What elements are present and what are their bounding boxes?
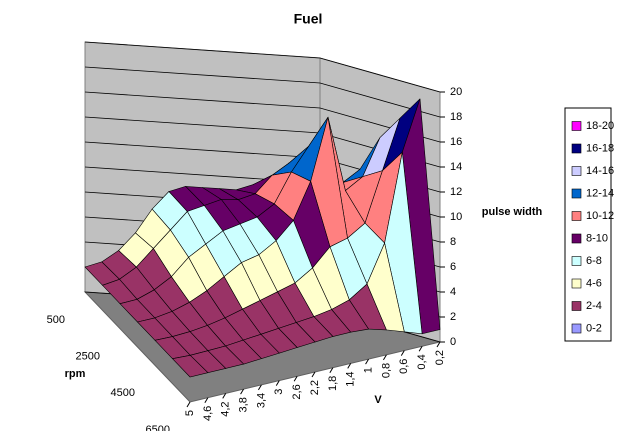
legend-label: 6-8	[586, 255, 602, 267]
chart-title: Fuel	[294, 11, 323, 27]
x-tick	[365, 358, 370, 365]
legend-swatch	[571, 233, 582, 244]
x-tick-label: 0,4	[416, 354, 428, 369]
x-tick	[293, 376, 298, 382]
x-tick-label: 0,8	[380, 363, 392, 378]
y-axis-label: rpm	[65, 368, 86, 380]
x-tick	[329, 367, 334, 373]
z-tick-label: 4	[450, 286, 456, 298]
z-tick-label: 8	[450, 236, 456, 248]
x-tick	[186, 401, 191, 408]
x-tick	[204, 397, 209, 403]
x-tick	[311, 371, 316, 378]
legend-swatch	[571, 121, 582, 131]
legend-label: 18-20	[586, 120, 614, 132]
y-tick-label: 4500	[111, 387, 135, 399]
z-tick-label: 2	[450, 311, 456, 323]
x-tick	[418, 346, 423, 352]
x-tick-label: 2,2	[309, 380, 321, 395]
x-tick-label: 4,2	[220, 401, 232, 416]
x-tick	[222, 393, 227, 399]
x-tick-label: 1,8	[327, 376, 339, 391]
x-tick-label: 0,2	[434, 350, 446, 365]
x-tick	[400, 350, 405, 356]
z-tick-label: 12	[450, 186, 462, 198]
y-tick-label: 2500	[76, 351, 100, 363]
legend-label: 2-4	[586, 300, 602, 312]
x-axis-label: V	[374, 394, 382, 406]
x-tick	[257, 384, 262, 391]
legend-swatch	[571, 301, 582, 311]
z-tick-label: 18	[450, 111, 462, 123]
x-tick-label: 5	[184, 410, 196, 416]
z-tick-label: 6	[450, 261, 456, 273]
y-tick-label: 6500	[146, 424, 170, 431]
z-tick-label: 20	[450, 86, 462, 98]
x-tick-label: 4,6	[202, 406, 214, 421]
legend-label: 10-12	[586, 210, 614, 222]
x-tick-label: 3,8	[237, 397, 249, 412]
legend-label: 12-14	[586, 187, 614, 199]
x-tick	[240, 388, 245, 395]
legend-swatch	[571, 143, 582, 154]
x-tick	[382, 354, 387, 361]
x-tick	[436, 341, 441, 348]
legend-label: 14-16	[586, 165, 614, 177]
x-tick-label: 2,6	[291, 384, 303, 399]
legend-label: 8-10	[586, 232, 608, 244]
x-tick-label: 0,6	[398, 359, 410, 374]
legend-swatch	[571, 166, 582, 176]
legend-swatch	[571, 256, 582, 266]
x-tick-label: 3	[273, 389, 285, 395]
grid-line	[84, 41, 441, 93]
legend-label: 4-6	[586, 277, 602, 289]
legend-swatch	[571, 188, 582, 199]
z-tick-label: 10	[450, 211, 462, 223]
legend-label: 0-2	[586, 322, 602, 334]
legend-swatch	[571, 278, 582, 289]
x-tick-label: 1,4	[345, 371, 357, 386]
legend-swatch	[571, 211, 582, 221]
z-tick-label: 14	[450, 161, 462, 173]
x-tick-label: 1	[362, 367, 374, 373]
x-tick	[275, 380, 280, 386]
surface-patch	[171, 354, 209, 378]
x-tick	[347, 363, 352, 369]
x-tick-label: 3,4	[255, 393, 267, 408]
z-tick-label: 16	[450, 136, 462, 148]
z-axis-label: pulse width	[482, 206, 543, 218]
z-tick-label: 0	[450, 336, 456, 348]
y-tick-label: 500	[47, 314, 65, 326]
legend-swatch	[571, 323, 582, 334]
legend-label: 16-18	[586, 142, 614, 154]
grid-line	[84, 66, 441, 118]
